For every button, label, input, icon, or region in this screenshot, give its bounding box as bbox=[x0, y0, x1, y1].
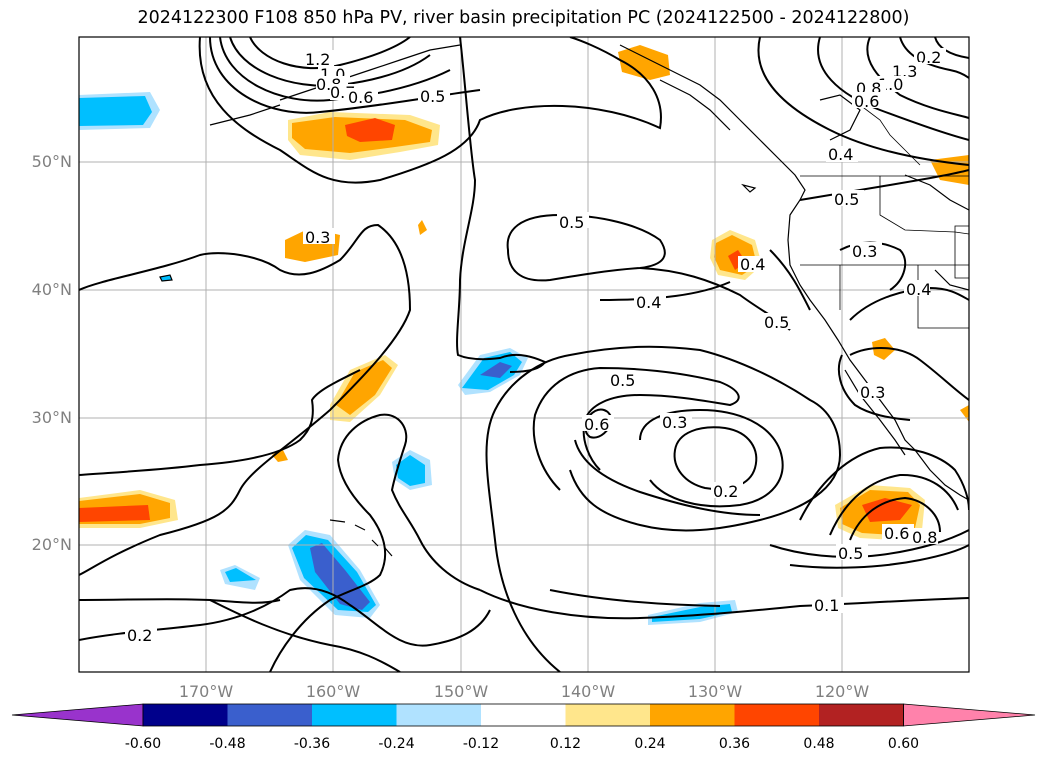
colorbar-segment bbox=[396, 704, 482, 726]
contour-label: 0.5 bbox=[838, 544, 863, 563]
pv-contours bbox=[79, 37, 969, 672]
colorbar-tick-label: -0.12 bbox=[462, 736, 500, 752]
colorbar-segment bbox=[734, 704, 820, 726]
contour-label: 0.4 bbox=[740, 255, 765, 274]
contour-label: 1.2 bbox=[305, 50, 330, 69]
contour-label: 0.4 bbox=[636, 293, 661, 312]
colorbar-tick-label: 0.60 bbox=[887, 736, 920, 752]
political-borders bbox=[800, 104, 969, 329]
contour-label: 0.5 bbox=[420, 87, 445, 106]
colorbar-tick-label: -0.60 bbox=[124, 736, 162, 752]
colorbar-segment bbox=[143, 704, 228, 726]
colorbar-extend-min bbox=[11, 703, 144, 727]
lon-label: 120°W bbox=[814, 682, 870, 701]
colorbar-outline bbox=[142, 703, 904, 727]
lon-label: 130°W bbox=[687, 682, 743, 701]
colorbar-tick-label: -0.24 bbox=[378, 736, 415, 752]
contour-label: 0.4 bbox=[906, 280, 931, 299]
lat-label: 20°N bbox=[31, 535, 72, 554]
contour-label: 0.3 bbox=[860, 383, 885, 402]
lon-label: 150°W bbox=[433, 682, 489, 701]
colorbar-segment bbox=[819, 704, 904, 726]
map-frame bbox=[78, 36, 970, 673]
lon-label: 140°W bbox=[560, 682, 616, 701]
colorbar-tick-label: 0.36 bbox=[718, 736, 751, 752]
colorbar-segment bbox=[650, 704, 735, 726]
precip-blob-alaska-coast bbox=[618, 45, 670, 80]
contour-label: 0.1 bbox=[814, 596, 839, 615]
colorbar-segment bbox=[227, 704, 313, 726]
colorbar bbox=[11, 703, 1036, 727]
lon-label: 170°W bbox=[178, 682, 234, 701]
contour-label: 0.6 bbox=[584, 415, 609, 434]
colorbar-tick-label: -0.48 bbox=[209, 736, 246, 752]
contour-label: 0.5 bbox=[610, 371, 635, 390]
colorbar-tick-label: 0.12 bbox=[549, 736, 582, 752]
colorbar-tick-label: 0.24 bbox=[634, 736, 666, 752]
lon-label: 160°W bbox=[305, 682, 361, 701]
contour-labels: 1.2 1.0 0.8 0.7 0.6 0.5 0.5 0.3 0.4 0.5 … bbox=[125, 48, 946, 645]
contour-label: 0.3 bbox=[305, 228, 330, 247]
colorbar-segment bbox=[312, 704, 397, 726]
colorbar-segment bbox=[481, 704, 566, 726]
contour-label: 0.4 bbox=[828, 145, 853, 164]
lat-label: 50°N bbox=[31, 152, 72, 171]
contour-label: 0.5 bbox=[559, 213, 584, 232]
lat-label: 30°N bbox=[31, 408, 72, 427]
contour-label: 0.2 bbox=[916, 48, 941, 67]
contour-label: 0.5 bbox=[764, 313, 789, 332]
contour-label: 0.6 bbox=[854, 92, 879, 111]
map-title: 2024122300 F108 850 hPa PV, river basin … bbox=[137, 8, 910, 28]
coastlines bbox=[159, 44, 969, 557]
pv-precip-map: 1.2 1.0 0.8 0.7 0.6 0.5 0.5 0.3 0.4 0.5 … bbox=[78, 36, 970, 673]
colorbar-extend-max bbox=[903, 703, 1036, 727]
contour-label: 0.3 bbox=[852, 242, 877, 261]
graticule bbox=[79, 37, 969, 672]
contour-label: 0.6 bbox=[884, 524, 909, 543]
contour-label: 0.2 bbox=[127, 626, 152, 645]
contour-label: 0.8 bbox=[912, 528, 937, 547]
colorbar-segment bbox=[565, 704, 651, 726]
precip-blob-canada bbox=[930, 155, 969, 185]
contour-label: 0.2 bbox=[713, 482, 738, 501]
colorbar-tick-label: 0.48 bbox=[803, 736, 835, 752]
lat-label: 40°N bbox=[31, 280, 72, 299]
contour-label: 0.6 bbox=[348, 88, 373, 107]
contour-label: 0.5 bbox=[834, 190, 859, 209]
colorbar-tick-label: -0.36 bbox=[293, 736, 331, 752]
contour-label: 0.3 bbox=[662, 413, 687, 432]
